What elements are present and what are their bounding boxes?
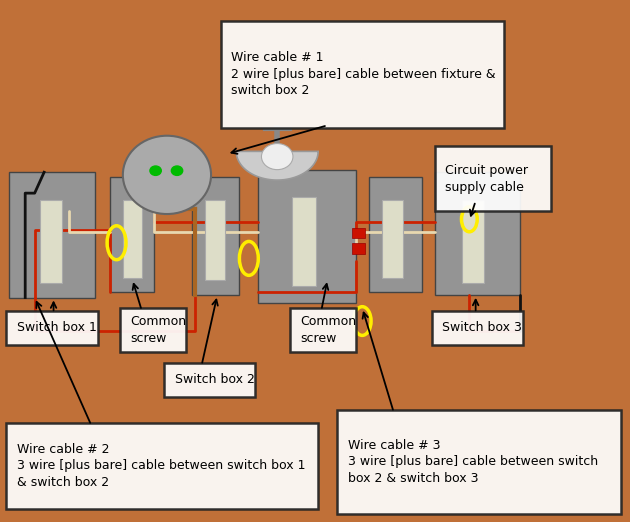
Text: Wire cable # 1
2 wire [plus bare] cable between fixture &
switch box 2: Wire cable # 1 2 wire [plus bare] cable …	[231, 51, 496, 98]
FancyBboxPatch shape	[352, 228, 365, 238]
Text: Circuit power
supply cable: Circuit power supply cable	[445, 164, 529, 194]
Polygon shape	[236, 151, 318, 180]
FancyBboxPatch shape	[220, 21, 504, 128]
FancyBboxPatch shape	[9, 172, 95, 298]
Circle shape	[150, 166, 161, 175]
Ellipse shape	[123, 136, 211, 214]
FancyBboxPatch shape	[120, 308, 186, 352]
FancyBboxPatch shape	[369, 177, 422, 292]
FancyBboxPatch shape	[292, 197, 316, 286]
FancyBboxPatch shape	[435, 146, 551, 211]
FancyBboxPatch shape	[290, 308, 356, 352]
FancyBboxPatch shape	[432, 311, 523, 345]
FancyBboxPatch shape	[462, 200, 484, 283]
Text: Switch box 3: Switch box 3	[442, 321, 522, 334]
FancyBboxPatch shape	[164, 363, 255, 397]
FancyBboxPatch shape	[258, 170, 356, 303]
Text: Switch box 1: Switch box 1	[17, 321, 97, 334]
FancyBboxPatch shape	[40, 200, 62, 283]
Text: Common
screw: Common screw	[301, 315, 357, 345]
FancyBboxPatch shape	[352, 243, 365, 254]
FancyBboxPatch shape	[337, 410, 621, 514]
FancyBboxPatch shape	[192, 177, 239, 295]
Circle shape	[171, 166, 183, 175]
Circle shape	[261, 144, 293, 170]
Text: Common
screw: Common screw	[130, 315, 186, 345]
FancyBboxPatch shape	[205, 200, 225, 280]
Text: Switch box 2: Switch box 2	[175, 373, 255, 386]
FancyBboxPatch shape	[435, 172, 520, 295]
Text: Wire cable # 3
3 wire [plus bare] cable between switch
box 2 & switch box 3: Wire cable # 3 3 wire [plus bare] cable …	[348, 439, 598, 485]
FancyBboxPatch shape	[6, 311, 98, 345]
FancyBboxPatch shape	[123, 200, 142, 278]
FancyBboxPatch shape	[110, 177, 154, 292]
FancyBboxPatch shape	[382, 200, 403, 278]
Text: Wire cable # 2
3 wire [plus bare] cable between switch box 1
& switch box 2: Wire cable # 2 3 wire [plus bare] cable …	[17, 443, 306, 489]
FancyBboxPatch shape	[6, 423, 318, 509]
